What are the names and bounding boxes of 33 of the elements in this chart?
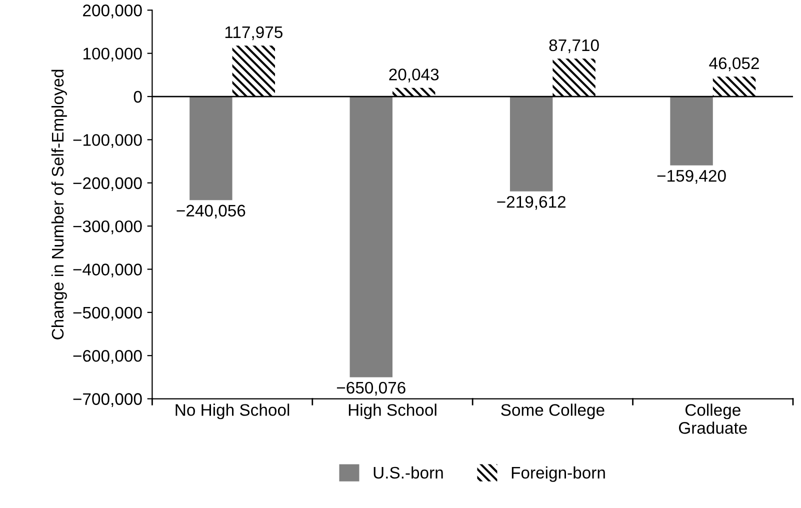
- y-tick-label: −700,000: [73, 393, 142, 407]
- bar: [392, 88, 436, 97]
- bar: [552, 58, 596, 97]
- x-tick-label: High School: [348, 404, 436, 420]
- bar: [670, 96, 713, 166]
- bar: [190, 96, 232, 200]
- x-tick-label: College Graduate: [678, 404, 747, 434]
- y-tick-label: 0: [134, 90, 142, 103]
- y-tick-label: 200,000: [83, 4, 142, 18]
- x-tick-label: No High School: [176, 404, 290, 420]
- y-tick-label: −300,000: [73, 220, 142, 234]
- data-label: 46,052: [709, 57, 759, 72]
- data-label: 87,710: [549, 39, 599, 54]
- x-tick-label: Some College: [501, 404, 604, 420]
- y-axis-title: Change in Number of Self-Employed: [51, 70, 67, 340]
- y-tick-label: −400,000: [73, 264, 142, 278]
- bar: [712, 76, 756, 97]
- y-tick-label: −600,000: [73, 350, 142, 364]
- bar: [510, 96, 553, 192]
- y-tick-label: −100,000: [73, 134, 142, 148]
- data-label: −240,056: [176, 204, 246, 219]
- y-tick-label: −500,000: [73, 306, 142, 321]
- bar: [350, 96, 392, 378]
- bar: [232, 46, 276, 97]
- data-label: 20,043: [389, 68, 439, 82]
- data-label: 117,975: [225, 26, 282, 40]
- legend-label: U.S.-born: [374, 466, 443, 479]
- y-tick-label: 100,000: [84, 48, 142, 62]
- data-label: −219,612: [497, 196, 566, 210]
- legend-label: Foreign-born: [512, 466, 605, 482]
- data-label: −159,420: [657, 170, 726, 184]
- y-tick-label: −200,000: [73, 177, 142, 192]
- data-label: −650,076: [336, 382, 406, 396]
